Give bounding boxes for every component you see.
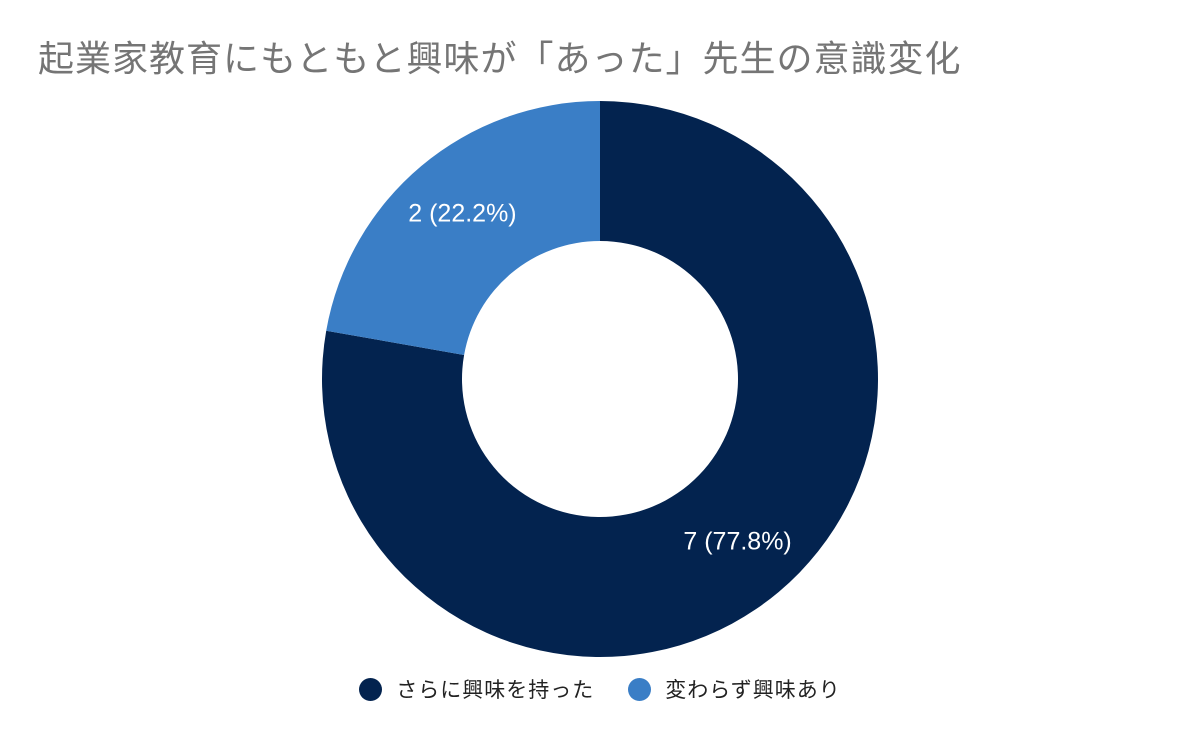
legend-swatch bbox=[628, 677, 652, 701]
legend-swatch bbox=[359, 677, 383, 701]
donut-slice-0[interactable] bbox=[321, 101, 878, 658]
legend-label: 変わらず興味あり bbox=[665, 678, 841, 702]
donut-slices bbox=[321, 101, 878, 658]
donut-slice-1[interactable] bbox=[326, 101, 600, 356]
slice-data-label-0: 7 (77.8%) bbox=[683, 528, 791, 556]
chart-legend: さらに興味を持った 変わらず興味あり bbox=[0, 674, 1200, 704]
legend-label: さらに興味を持った bbox=[396, 678, 595, 702]
donut-labels: 7 (77.8%) 2 (22.2%) bbox=[408, 200, 792, 556]
chart-title: 起業家教育にもともと興味が「あった」先生の意識変化 bbox=[38, 39, 962, 80]
legend-item-more-interested[interactable]: さらに興味を持った bbox=[359, 674, 594, 704]
slice-data-label-1: 2 (22.2%) bbox=[408, 200, 516, 228]
legend-item-still-interested[interactable]: 変わらず興味あり bbox=[628, 674, 841, 704]
